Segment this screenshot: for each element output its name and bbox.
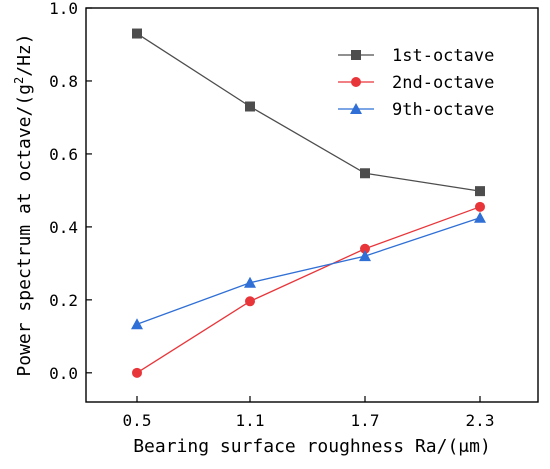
y-tick-label: 1.0 [49, 0, 78, 18]
data-point [360, 168, 370, 179]
y-axis-ticks: 0.0 0.2 0.4 0.6 0.8 1.0 [49, 0, 92, 383]
data-point [475, 186, 485, 197]
legend: 1st-octave 2nd-octave 9th-octave [338, 46, 494, 120]
y-tick-label: 0.4 [49, 218, 78, 237]
legend-item: 2nd-octave [338, 73, 494, 93]
y-axis-title-suffix: /Hz) [14, 33, 35, 76]
data-point [475, 201, 485, 212]
data-point [474, 211, 486, 223]
y-tick-label: 0.8 [49, 72, 78, 91]
x-tick-label: 0.5 [123, 411, 152, 430]
x-tick-label: 2.3 [466, 411, 495, 430]
axes [85, 7, 539, 403]
legend-marker [350, 103, 362, 114]
data-point [359, 250, 371, 262]
data-point [245, 296, 255, 307]
legend-label: 1st-octave [392, 46, 494, 66]
series-line [136, 32, 481, 192]
series-line [136, 217, 481, 325]
series-layer [131, 28, 486, 378]
series-2nd-octave [132, 201, 485, 378]
x-tick-label: 1.7 [351, 411, 380, 430]
data-point [360, 243, 370, 254]
data-point [245, 101, 255, 112]
series-line [136, 206, 481, 374]
series-9th-octave [131, 211, 486, 330]
data-point [132, 28, 142, 39]
plot-frame [85, 7, 539, 403]
x-tick-label: 1.1 [236, 411, 265, 430]
data-point [132, 367, 142, 378]
legend-marker [351, 50, 361, 60]
x-axis-ticks: 0.5 1.1 1.7 2.3 [123, 396, 495, 430]
y-axis-title-prefix: Power spectrum at octave/(g [14, 84, 35, 377]
legend-marker [351, 77, 361, 87]
x-axis-title: Bearing surface roughness Ra/(μm) [133, 436, 491, 457]
series-1st-octave [132, 28, 485, 197]
y-tick-label: 0.2 [49, 291, 78, 310]
legend-item: 9th-octave [338, 100, 494, 120]
data-point [131, 318, 143, 330]
legend-label: 9th-octave [392, 100, 494, 120]
legend-label: 2nd-octave [392, 73, 494, 93]
y-axis-title: Power spectrum at octave/(g2/Hz) [12, 33, 35, 376]
y-tick-label: 0.6 [49, 145, 78, 164]
legend-item: 1st-octave [338, 46, 494, 66]
y-axis-title-superscript: 2 [12, 77, 26, 84]
y-tick-label: 0.0 [49, 364, 78, 383]
data-point [244, 276, 256, 288]
